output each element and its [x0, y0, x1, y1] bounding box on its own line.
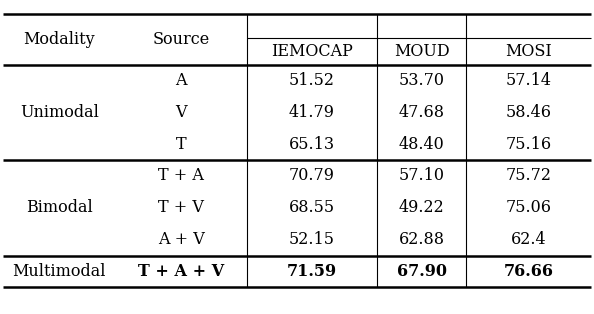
Text: T + A + V: T + A + V — [138, 263, 224, 280]
Text: 57.10: 57.10 — [399, 167, 445, 185]
Text: Bimodal: Bimodal — [26, 199, 93, 216]
Text: A + V: A + V — [158, 231, 204, 248]
Text: IEMOCAP: IEMOCAP — [271, 43, 353, 60]
Text: T + A: T + A — [158, 167, 204, 185]
Text: 57.14: 57.14 — [505, 72, 552, 89]
Text: 52.15: 52.15 — [289, 231, 335, 248]
Text: MOUD: MOUD — [394, 43, 450, 60]
Text: 76.66: 76.66 — [504, 263, 554, 280]
Text: 48.40: 48.40 — [399, 136, 445, 153]
Text: 68.55: 68.55 — [289, 199, 335, 216]
Text: 62.4: 62.4 — [511, 231, 546, 248]
Text: 62.88: 62.88 — [399, 231, 445, 248]
Text: T: T — [176, 136, 187, 153]
Text: Source: Source — [153, 31, 210, 48]
Text: Multimodal: Multimodal — [12, 263, 106, 280]
Text: 65.13: 65.13 — [289, 136, 335, 153]
Text: V: V — [175, 104, 187, 121]
Text: 75.16: 75.16 — [505, 136, 552, 153]
Text: 41.79: 41.79 — [289, 104, 335, 121]
Text: A: A — [175, 72, 187, 89]
Text: 67.90: 67.90 — [397, 263, 447, 280]
Text: Unimodal: Unimodal — [20, 104, 99, 121]
Text: 49.22: 49.22 — [399, 199, 445, 216]
Text: 58.46: 58.46 — [505, 104, 552, 121]
Text: 71.59: 71.59 — [287, 263, 337, 280]
Text: 75.72: 75.72 — [505, 167, 552, 185]
Text: 70.79: 70.79 — [289, 167, 335, 185]
Text: Modality: Modality — [24, 31, 95, 48]
Text: 53.70: 53.70 — [399, 72, 445, 89]
Text: MOSI: MOSI — [505, 43, 552, 60]
Text: 47.68: 47.68 — [399, 104, 445, 121]
Text: T + V: T + V — [158, 199, 204, 216]
Text: 51.52: 51.52 — [289, 72, 335, 89]
Text: 75.06: 75.06 — [505, 199, 552, 216]
